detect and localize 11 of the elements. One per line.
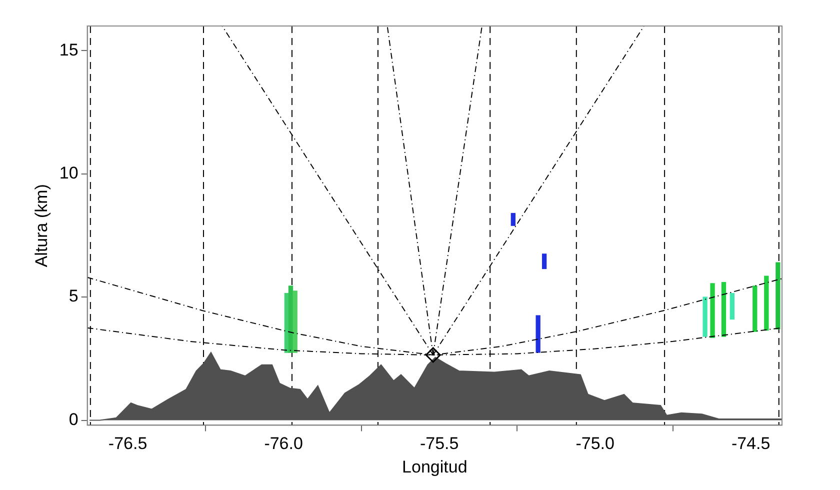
x-axis-title: Longitud <box>402 457 468 476</box>
y-tick-label: 5 <box>68 286 78 306</box>
x-tick-label: -76.0 <box>264 434 303 454</box>
x-tick-label: -76.5 <box>108 434 148 454</box>
y-tick-label: 10 <box>59 164 78 183</box>
y-axis-title: Altura (km) <box>32 184 51 268</box>
y-tick-label: 15 <box>59 40 78 60</box>
x-tick-label: -75.0 <box>576 434 614 454</box>
x-tick-label: -75.5 <box>420 434 459 454</box>
y-tick-label: 0 <box>68 410 78 429</box>
x-tick-label: -74.5 <box>731 434 770 454</box>
